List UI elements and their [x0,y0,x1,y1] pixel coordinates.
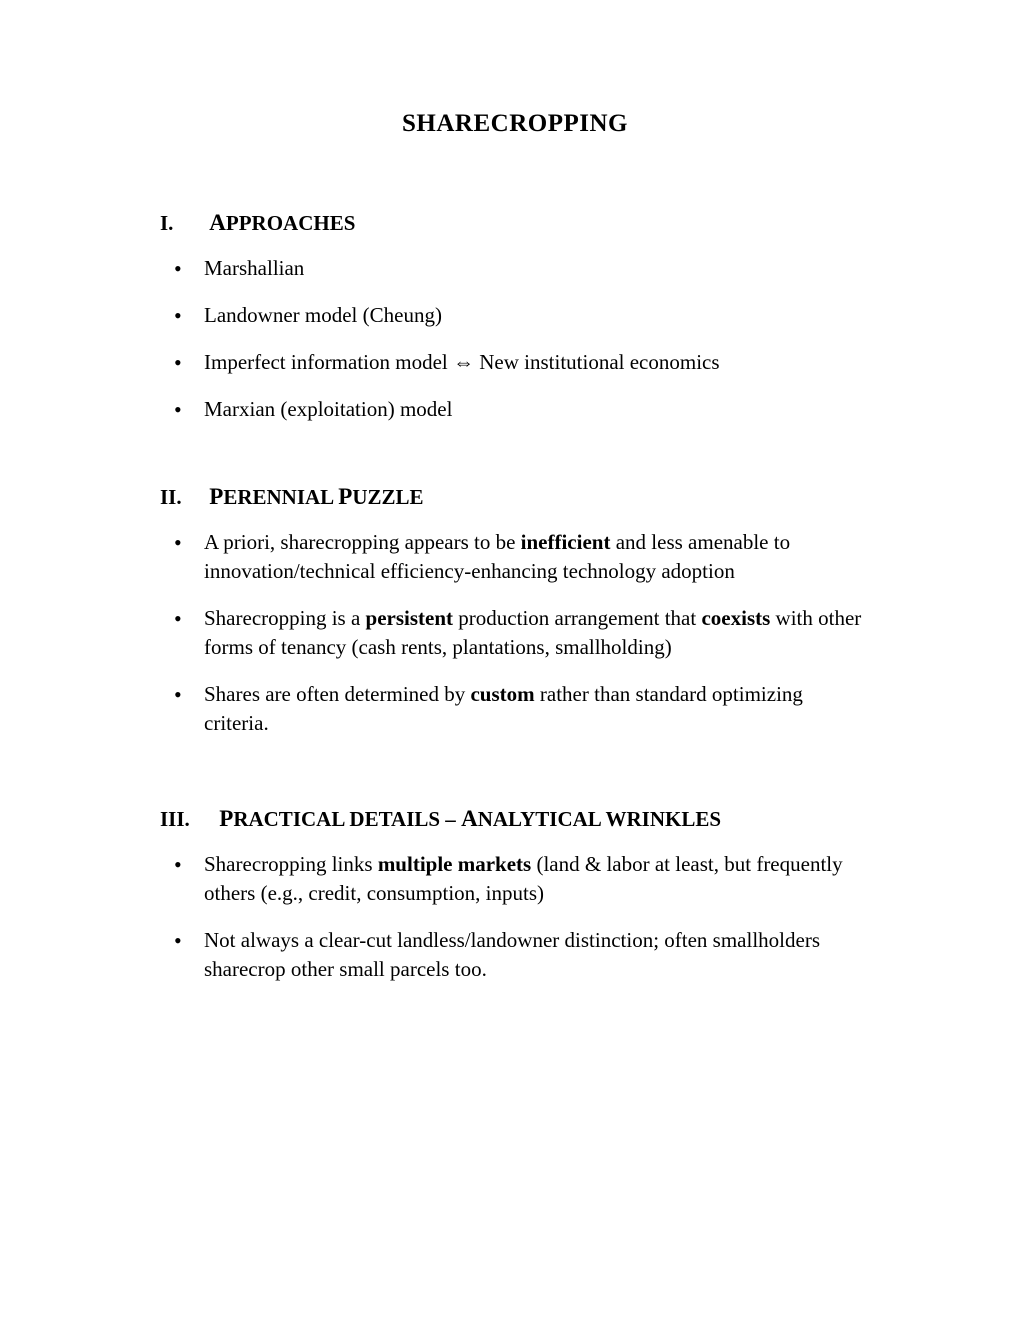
section3-w1-first: P [219,806,233,831]
bullet-list-1: Marshallian Landowner model (Cheung) Imp… [160,254,870,424]
section-word1-rest: PPROACHES [226,211,356,235]
section-roman-2: II. [160,485,204,510]
section-w1-first: P [209,484,223,509]
list-item: Marxian (exploitation) model [160,395,870,424]
document-page: SHARECROPPING I. APPROACHES Marshallian … [0,0,1020,984]
page-title: SHARECROPPING [160,110,870,138]
section3-w1-rest: RACTICAL DETAILS – [233,807,461,831]
list-item: Not always a clear-cut landless/landowne… [160,926,870,984]
section-w2-first: P [338,484,352,509]
section-roman-1: I. [160,211,204,236]
section-heading-1: I. APPROACHES [160,210,870,236]
list-item: Imperfect information model ⇔ New instit… [160,348,870,377]
section3-w2-rest: NALYTICAL WRINKLES [478,807,721,831]
section-w1-rest: ERENNIAL [223,485,338,509]
section3-w2-first: A [461,806,478,831]
bullet-list-2: A priori, sharecropping appears to be in… [160,528,870,738]
list-item: Sharecropping is a persistent production… [160,604,870,662]
section-w2-rest: UZZLE [352,485,423,509]
list-item: Landowner model (Cheung) [160,301,870,330]
section-heading-3: III. PRACTICAL DETAILS – ANALYTICAL WRIN… [160,806,870,832]
section-heading-2: II. PERENNIAL PUZZLE [160,484,870,510]
bullet-list-3: Sharecropping links multiple markets (la… [160,850,870,984]
list-item: Shares are often determined by custom ra… [160,680,870,738]
section-roman-3: III. [160,807,214,832]
section-word1-first: A [209,210,226,235]
list-item: Sharecropping links multiple markets (la… [160,850,870,908]
list-item: A priori, sharecropping appears to be in… [160,528,870,586]
list-item: Marshallian [160,254,870,283]
